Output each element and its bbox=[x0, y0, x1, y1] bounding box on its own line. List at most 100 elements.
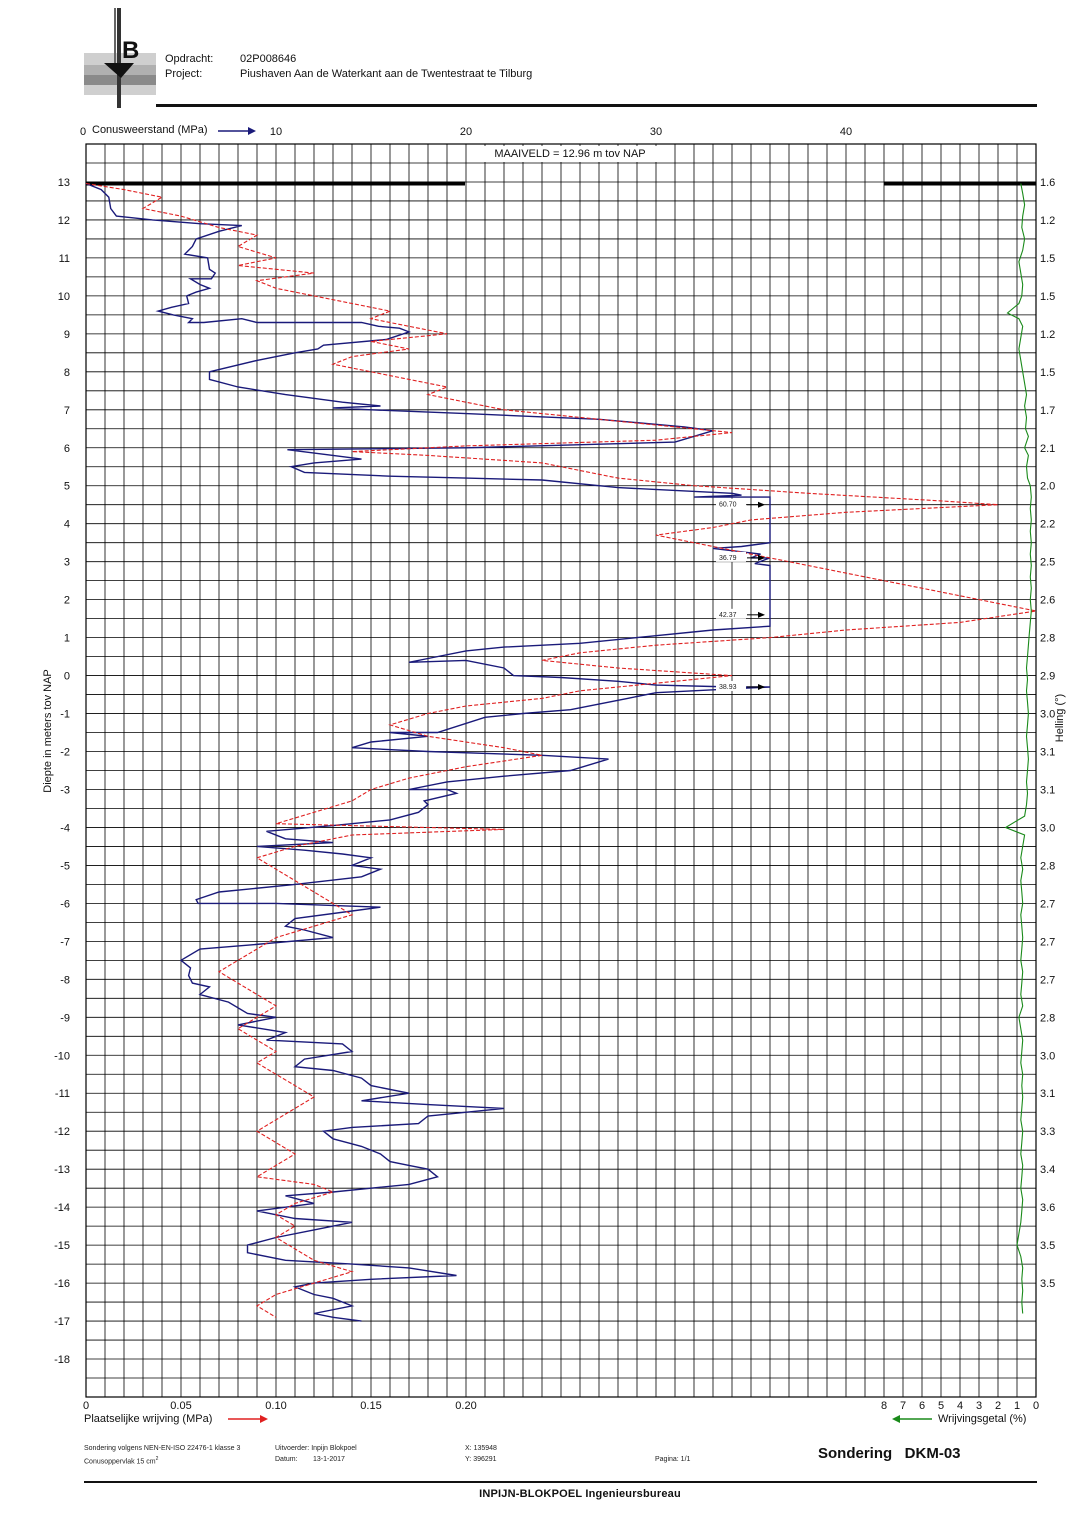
depth-tick-label: -10 bbox=[54, 1050, 70, 1062]
annotation-bg bbox=[716, 498, 746, 509]
inclination-value: 1.2 bbox=[1040, 329, 1055, 341]
ratio-tick-label: 3 bbox=[976, 1400, 982, 1412]
right-axis-label: Helling (°) bbox=[1054, 693, 1066, 743]
footer-date: 13-1-2017 bbox=[313, 1456, 345, 1463]
friction-ratio-axis-label: Wrijvingsgetal (%) bbox=[938, 1413, 1027, 1425]
depth-tick-label: -14 bbox=[54, 1202, 70, 1214]
inclination-value: 2.1 bbox=[1040, 443, 1055, 455]
series-layer bbox=[85, 182, 1037, 1322]
inclination-value: 3.6 bbox=[1040, 1202, 1055, 1214]
depth-tick-label: -15 bbox=[54, 1240, 70, 1252]
friction-ratio-legend-arrow bbox=[892, 1415, 932, 1423]
inclination-value: 3.5 bbox=[1040, 1278, 1055, 1290]
depth-tick-label: 11 bbox=[59, 253, 70, 265]
depth-tick-label: -3 bbox=[60, 784, 70, 796]
annotation-value: 38.93 bbox=[719, 684, 737, 691]
inclination-value: 2.7 bbox=[1040, 974, 1055, 986]
inclination-value: 3.5 bbox=[1040, 1240, 1055, 1252]
depth-tick-label: -13 bbox=[54, 1164, 70, 1176]
annotation-value: 42.37 bbox=[719, 612, 737, 619]
project-label: Project: bbox=[165, 68, 203, 80]
svg-text:B: B bbox=[122, 37, 139, 64]
top-tick-label: 10 bbox=[270, 126, 282, 138]
depth-tick-label: 13 bbox=[58, 177, 70, 189]
inclination-value: 1.7 bbox=[1040, 405, 1055, 417]
top-axis-ticks: 0 10 20 30 40 bbox=[80, 126, 852, 138]
inclination-value: 2.5 bbox=[1040, 557, 1055, 569]
inclination-value: 1.2 bbox=[1040, 215, 1055, 227]
depth-tick-label: -5 bbox=[60, 860, 70, 872]
inclination-value: 3.0 bbox=[1040, 1050, 1055, 1062]
footer-page: Pagina: 1/1 bbox=[655, 1456, 691, 1463]
depth-tick-label: 9 bbox=[64, 329, 70, 341]
bottom-axis-ticks: 0 0.05 0.10 0.15 0.20 8 7 6 5 4 3 2 1 0 bbox=[83, 1400, 1039, 1412]
project-value: Piushaven Aan de Waterkant aan de Twente… bbox=[240, 68, 533, 80]
chart-grid bbox=[85, 143, 1037, 1398]
footer-executor: Uitvoerder: Inpijn Blokpoel bbox=[275, 1445, 357, 1452]
inclination-value: 2.9 bbox=[1040, 671, 1055, 683]
top-tick-label: 20 bbox=[460, 126, 472, 138]
annotation-bg bbox=[716, 551, 746, 562]
depth-tick-label: 10 bbox=[58, 291, 70, 303]
depth-tick-label: -2 bbox=[60, 747, 70, 759]
footer-date-label: Datum: bbox=[275, 1456, 298, 1463]
friction-tick-label: 0.20 bbox=[455, 1400, 476, 1412]
inclination-value: 2.8 bbox=[1040, 633, 1055, 645]
annotation-bg bbox=[716, 608, 746, 619]
depth-tick-label: 6 bbox=[64, 443, 70, 455]
depth-tick-label: -18 bbox=[54, 1354, 70, 1366]
maaiveld-title: MAAIVELD = 12.96 m tov NAP bbox=[470, 146, 670, 162]
depth-tick-label: -1 bbox=[60, 709, 70, 721]
footer-rule bbox=[84, 1481, 1037, 1483]
inclination-value: 1.5 bbox=[1040, 291, 1055, 303]
ratio-tick-label: 7 bbox=[900, 1400, 906, 1412]
right-axis-values: 1.6 1.2 1.5 1.5 1.2 1.5 1.7 2.1 2.0 2.2 2.5 2.6 2.8 2… bbox=[1040, 177, 1055, 1290]
inclination-value: 2.7 bbox=[1040, 898, 1055, 910]
depth-tick-label: -17 bbox=[54, 1316, 70, 1328]
cone-resistance-legend-arrow bbox=[218, 127, 256, 135]
ratio-tick-label: 1 bbox=[1014, 1400, 1020, 1412]
depth-tick-label: -8 bbox=[60, 974, 70, 986]
inclination-value: 2.7 bbox=[1040, 936, 1055, 948]
inclination-value: 2.2 bbox=[1040, 519, 1055, 531]
ratio-tick-label: 4 bbox=[957, 1400, 963, 1412]
left-axis-label: Diepte in meters tov NAP bbox=[42, 669, 54, 793]
annotation-bg bbox=[716, 680, 746, 691]
footer-cone: Conusoppervlak 15 cm2 bbox=[84, 1456, 159, 1466]
friction-tick-label: 0.15 bbox=[360, 1400, 381, 1412]
footer-x: X: 135948 bbox=[465, 1445, 497, 1452]
top-tick-label: 40 bbox=[840, 126, 852, 138]
depth-tick-label: 8 bbox=[64, 367, 70, 379]
annotation-layer: 60.70 36.79 42.37 38.93 bbox=[716, 498, 765, 691]
depth-tick-label: -11 bbox=[55, 1088, 70, 1100]
annotation-arrow-head bbox=[758, 611, 765, 618]
depth-tick-label: 5 bbox=[64, 481, 70, 493]
company-logo: B bbox=[84, 8, 156, 108]
friction-ratio-line bbox=[1004, 183, 1032, 1314]
inclination-value: 1.5 bbox=[1040, 367, 1055, 379]
opdracht-label: Opdracht: bbox=[165, 53, 214, 65]
ratio-tick-label: 6 bbox=[919, 1400, 925, 1412]
inclination-value: 1.6 bbox=[1040, 177, 1055, 189]
depth-tick-label: -12 bbox=[54, 1126, 70, 1138]
inclination-value: 3.0 bbox=[1040, 709, 1055, 721]
annotation-arrow-head bbox=[758, 554, 765, 561]
depth-tick-label: 0 bbox=[64, 671, 70, 683]
depth-tick-label: -6 bbox=[60, 898, 70, 910]
header-rule bbox=[156, 104, 1037, 107]
depth-tick-label: 12 bbox=[58, 215, 70, 227]
inclination-value: 2.8 bbox=[1040, 1012, 1055, 1024]
depth-tick-label: -4 bbox=[60, 822, 70, 834]
inclination-value: 3.4 bbox=[1040, 1164, 1055, 1176]
ratio-tick-label: 8 bbox=[881, 1400, 887, 1412]
depth-tick-label: 7 bbox=[64, 405, 70, 417]
footer-y: Y: 396291 bbox=[465, 1456, 497, 1463]
top-tick-label: 0 bbox=[80, 126, 86, 138]
friction-tick-label: 0.05 bbox=[170, 1400, 191, 1412]
cone-resistance-line bbox=[85, 182, 771, 1322]
inclination-value: 3.1 bbox=[1040, 1088, 1055, 1100]
local-friction-line bbox=[85, 182, 1037, 1318]
inclination-value: 3.1 bbox=[1040, 784, 1055, 796]
depth-tick-label: 1 bbox=[64, 633, 70, 645]
